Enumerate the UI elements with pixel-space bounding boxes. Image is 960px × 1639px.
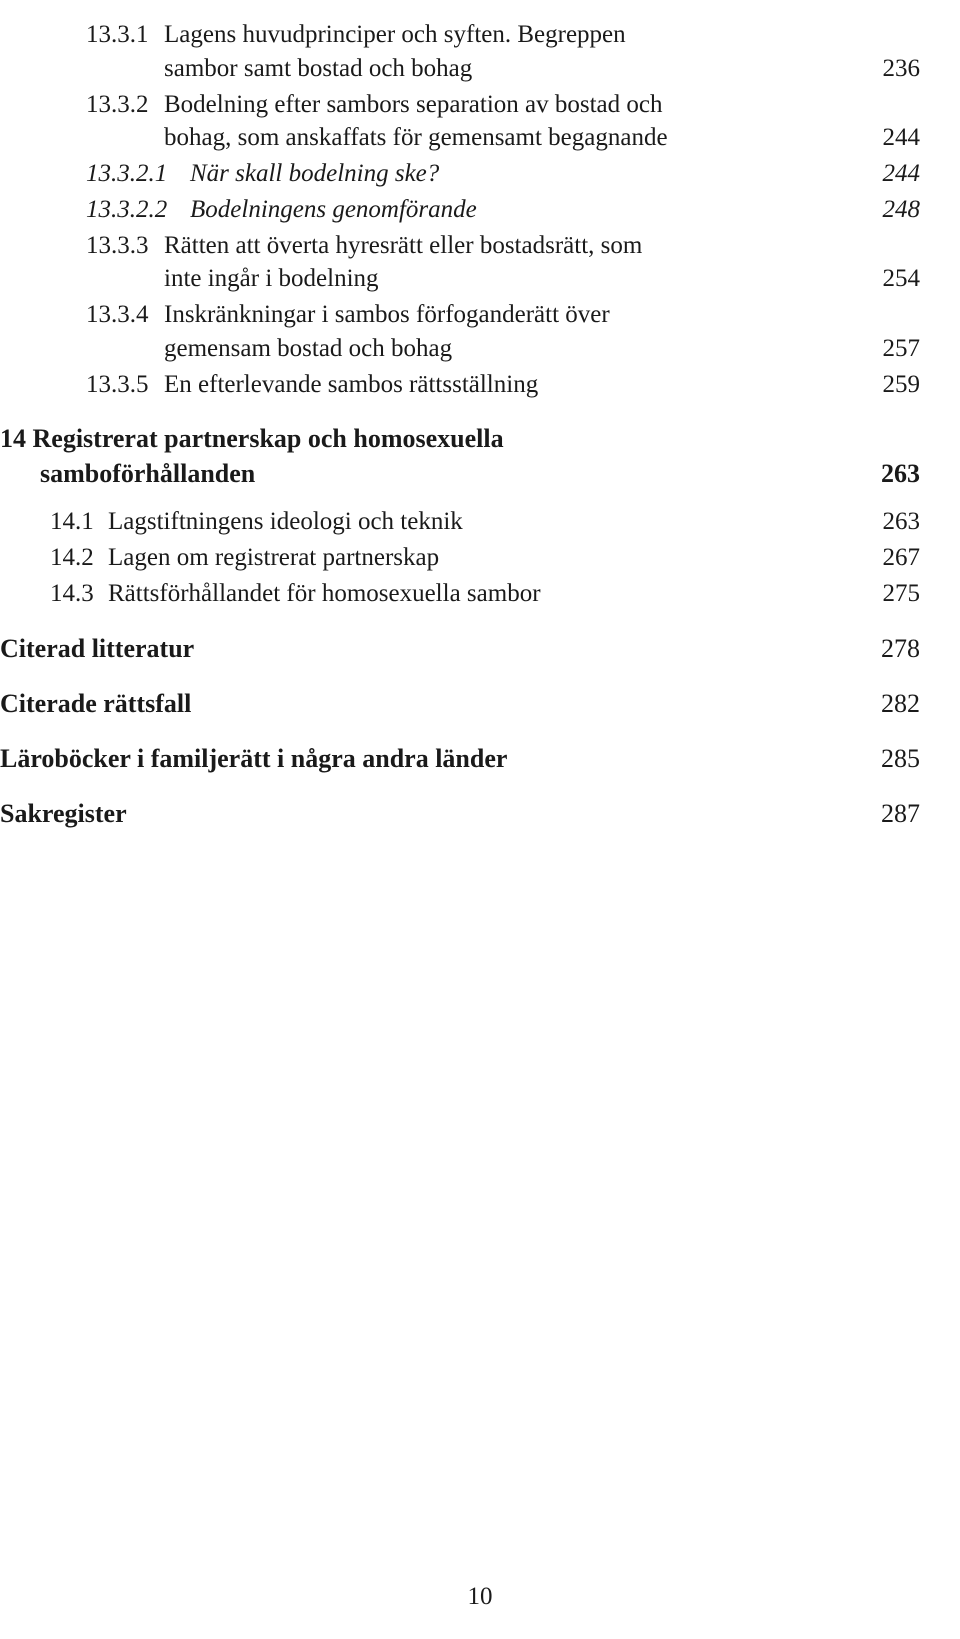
- toc-label: 14.1 Lagstiftningens ideologi och teknik: [50, 505, 860, 539]
- toc-text: En efterlevande sambos rättsställning: [164, 371, 538, 398]
- toc-number: 13.3.3: [86, 229, 164, 263]
- toc-text: Inskränkningar i sambos förfoganderätt ö…: [164, 301, 610, 328]
- toc-label: Läroböcker i familjerätt i några andra l…: [0, 741, 860, 776]
- toc-page-ref: 244: [860, 121, 920, 155]
- toc-text: Rätten att överta hyresrätt eller bostad…: [164, 232, 642, 259]
- spacer: [0, 403, 920, 421]
- toc-page-ref: 275: [860, 577, 920, 611]
- toc-page-ref: 267: [860, 541, 920, 575]
- toc-page-ref: 244: [860, 157, 920, 191]
- toc-label: Citerad litteratur: [0, 631, 860, 666]
- toc-text-line1: 14 Registrerat partnerskap och homosexue…: [0, 424, 504, 453]
- toc-standalone-row: Sakregister287: [0, 796, 920, 831]
- toc-label: Sakregister: [0, 796, 860, 831]
- toc-number: 13.3.4: [86, 298, 164, 332]
- toc-label: 14.3 Rättsförhållandet för homosexuella …: [50, 577, 860, 611]
- toc-page-ref: 254: [860, 262, 920, 296]
- toc-row: 13.3.3 Rätten att överta hyresrätt eller…: [0, 229, 920, 297]
- toc-label: 14 Registrerat partnerskap och homosexue…: [0, 421, 860, 491]
- toc-label: 13.3.2.2 Bodelningens genomförande: [86, 193, 860, 227]
- toc-row: 14.1 Lagstiftningens ideologi och teknik…: [0, 505, 920, 539]
- toc-row: 13.3.2.2 Bodelningens genomförande248: [0, 193, 920, 227]
- toc-text-continuation: sambor samt bostad och bohag: [86, 52, 836, 86]
- toc-standalone-row: Citerade rättsfall282: [0, 686, 920, 721]
- toc-number: 13.3.2.2: [86, 193, 190, 227]
- toc-number: 14.3: [50, 577, 108, 611]
- toc-page-ref: 278: [860, 631, 920, 666]
- toc-page: 13.3.1 Lagens huvudprinciper och syften.…: [0, 0, 960, 1639]
- toc-text-continuation: gemensam bostad och bohag: [86, 332, 836, 366]
- toc-text: Lagstiftningens ideologi och teknik: [108, 508, 463, 535]
- spacer: [0, 778, 920, 796]
- toc-page-ref: 259: [860, 368, 920, 402]
- toc-standalone-row: Citerad litteratur278: [0, 631, 920, 666]
- toc-row: 14.3 Rättsförhållandet för homosexuella …: [0, 577, 920, 611]
- toc-text: Lagens huvudprinciper och syften. Begrep…: [164, 21, 626, 48]
- spacer: [0, 613, 920, 631]
- toc-label: Citerade rättsfall: [0, 686, 860, 721]
- toc-number: 13.3.2: [86, 88, 164, 122]
- toc-row: 13.3.4 Inskränkningar i sambos förfogand…: [0, 298, 920, 366]
- toc-label: 13.3.2 Bodelning efter sambors separatio…: [86, 88, 860, 156]
- toc-page-ref: 257: [860, 332, 920, 366]
- toc-page-ref: 287: [860, 796, 920, 831]
- page-number: 10: [0, 1583, 960, 1611]
- toc-row: 13.3.2.1 När skall bodelning ske?244: [0, 157, 920, 191]
- toc-number: 14.1: [50, 505, 108, 539]
- toc-text-continuation: inte ingår i bodelning: [86, 262, 836, 296]
- toc-row: 13.3.2 Bodelning efter sambors separatio…: [0, 88, 920, 156]
- toc-text: Bodelningens genomförande: [190, 196, 477, 223]
- spacer: [0, 493, 920, 505]
- toc-page-ref: 285: [860, 741, 920, 776]
- toc-text: Bodelning efter sambors separation av bo…: [164, 91, 662, 118]
- toc-row: 13.3.5 En efterlevande sambos rättsställ…: [0, 368, 920, 402]
- toc-section-14-head: 14 Registrerat partnerskap och homosexue…: [0, 421, 920, 491]
- toc-text-line2: samboförhållanden: [0, 456, 255, 491]
- spacer: [0, 723, 920, 741]
- toc-standalone-row: Läroböcker i familjerätt i några andra l…: [0, 741, 920, 776]
- toc-row: 14.2 Lagen om registrerat partnerskap267: [0, 541, 920, 575]
- toc-text: Rättsförhållandet för homosexuella sambo…: [108, 580, 541, 607]
- toc-number: 13.3.2.1: [86, 157, 190, 191]
- toc-label: 14.2 Lagen om registrerat partnerskap: [50, 541, 860, 575]
- toc-text-continuation: bohag, som anskaffats för gemensamt bega…: [86, 121, 836, 155]
- toc-page-ref: 263: [860, 505, 920, 539]
- toc-label: 13.3.4 Inskränkningar i sambos förfogand…: [86, 298, 860, 366]
- toc-page-ref: 236: [860, 52, 920, 86]
- toc-text: Lagen om registrerat partnerskap: [108, 544, 439, 571]
- toc-text: När skall bodelning ske?: [190, 160, 439, 187]
- spacer: [0, 668, 920, 686]
- toc-label: 13.3.3 Rätten att överta hyresrätt eller…: [86, 229, 860, 297]
- toc-number: 13.3.1: [86, 18, 164, 52]
- toc-label: 13.3.5 En efterlevande sambos rättsställ…: [86, 368, 860, 402]
- toc-list: 13.3.1 Lagens huvudprinciper och syften.…: [0, 18, 920, 831]
- toc-page-ref: 263: [860, 456, 920, 491]
- toc-label: 13.3.2.1 När skall bodelning ske?: [86, 157, 860, 191]
- toc-page-ref: 282: [860, 686, 920, 721]
- toc-number: 13.3.5: [86, 368, 164, 402]
- toc-label: 13.3.1 Lagens huvudprinciper och syften.…: [86, 18, 860, 86]
- toc-row: 13.3.1 Lagens huvudprinciper och syften.…: [0, 18, 920, 86]
- toc-page-ref: 248: [860, 193, 920, 227]
- toc-number: 14.2: [50, 541, 108, 575]
